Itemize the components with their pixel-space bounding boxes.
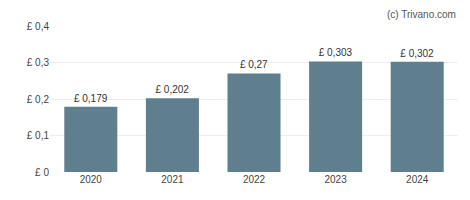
svg-text:2020: 2020 bbox=[80, 174, 103, 185]
svg-text:£ 0,2: £ 0,2 bbox=[27, 94, 50, 105]
svg-text:£ 0: £ 0 bbox=[35, 167, 49, 178]
svg-text:£ 0,303: £ 0,303 bbox=[319, 47, 353, 58]
svg-text:£ 0,179: £ 0,179 bbox=[74, 93, 108, 104]
svg-text:2022: 2022 bbox=[243, 174, 266, 185]
svg-text:2021: 2021 bbox=[161, 174, 184, 185]
svg-text:£ 0,3: £ 0,3 bbox=[27, 57, 50, 68]
svg-text:£ 0,1: £ 0,1 bbox=[27, 130, 50, 141]
svg-text:£ 0,4: £ 0,4 bbox=[27, 21, 50, 32]
svg-text:£ 0,202: £ 0,202 bbox=[155, 84, 189, 95]
svg-text:2023: 2023 bbox=[324, 174, 347, 185]
svg-text:(c) Trivano.com: (c) Trivano.com bbox=[387, 9, 456, 20]
svg-text:£ 0,302: £ 0,302 bbox=[400, 48, 434, 59]
svg-text:£ 0,27: £ 0,27 bbox=[240, 59, 268, 70]
svg-text:2024: 2024 bbox=[406, 174, 429, 185]
